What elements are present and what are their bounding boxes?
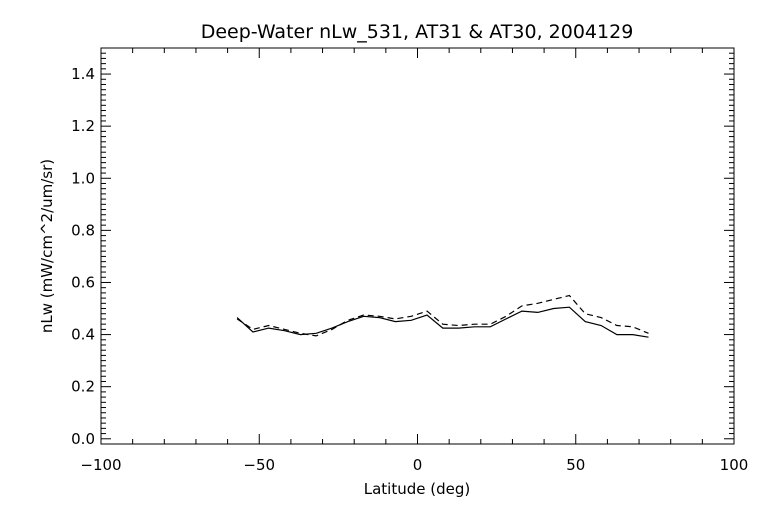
y-tick-label: 0.0 [71, 430, 95, 448]
x-tick-label: −100 [80, 456, 121, 474]
x-tick-label: 0 [413, 456, 423, 474]
y-tick-label: 1.0 [71, 169, 95, 187]
y-tick-label: 1.4 [71, 65, 95, 83]
x-axis-title: Latitude (deg) [364, 480, 470, 498]
y-axis-title: nLw (mW/cm^2/um/sr) [38, 159, 56, 333]
x-tick-label: 100 [720, 456, 749, 474]
y-tick-label: 0.4 [71, 326, 95, 344]
y-tick-label: 0.6 [71, 273, 95, 291]
y-tick-label: 1.2 [71, 117, 95, 135]
chart-title: Deep-Water nLw_531, AT31 & AT30, 2004129 [201, 21, 634, 43]
plot-frame [100, 47, 735, 445]
y-tick-label: 0.2 [71, 378, 95, 396]
x-tick-label: 50 [566, 456, 585, 474]
series-layer [236, 294, 649, 338]
series-line-solid [236, 306, 649, 338]
x-axis: −100 −50 0 50 100 [80, 48, 748, 474]
series-line-dashed [236, 294, 649, 337]
x-tick-label: −50 [243, 456, 275, 474]
y-axis: 0.0 0.2 0.4 0.6 0.8 1.0 1.2 1.4 [71, 52, 734, 448]
y-tick-label: 0.8 [71, 221, 95, 239]
